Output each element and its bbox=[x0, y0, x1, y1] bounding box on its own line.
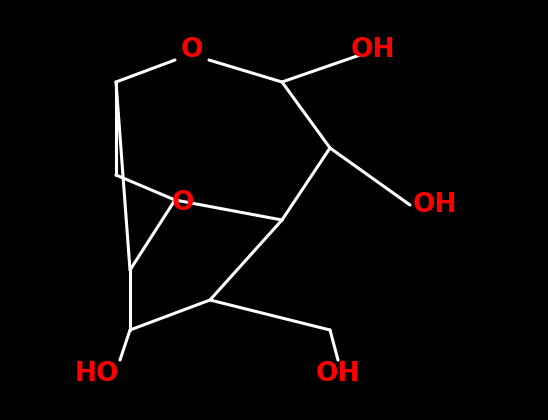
Text: O: O bbox=[181, 37, 203, 63]
Text: OH: OH bbox=[351, 37, 395, 63]
Text: HO: HO bbox=[75, 361, 119, 387]
Text: OH: OH bbox=[316, 361, 360, 387]
Text: O: O bbox=[172, 190, 194, 216]
Text: OH: OH bbox=[413, 192, 457, 218]
